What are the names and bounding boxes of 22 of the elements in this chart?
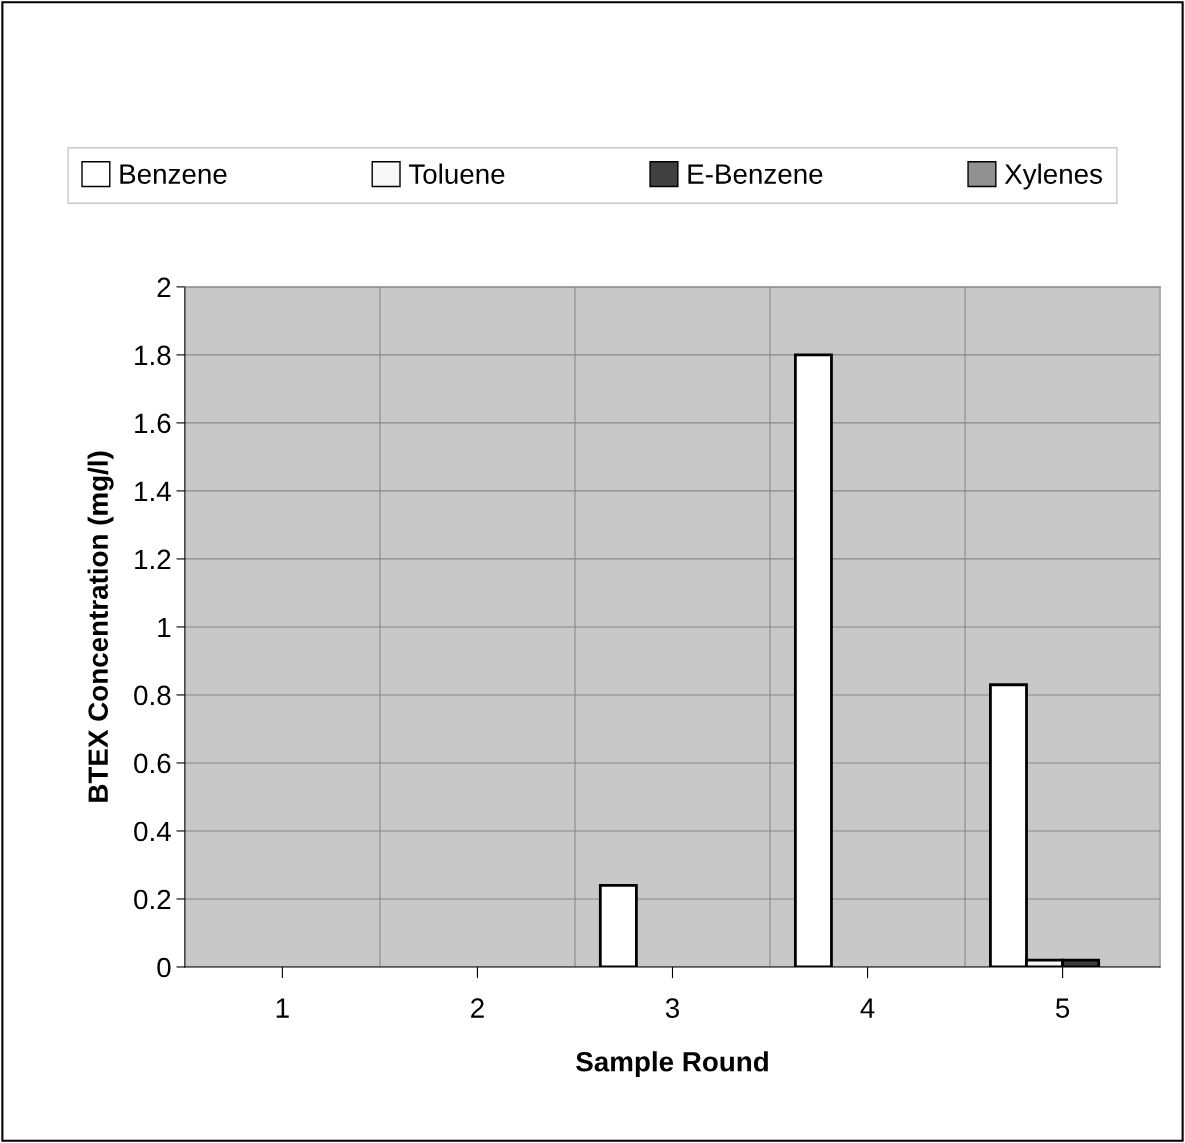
- x-tick-label: 1: [276, 998, 289, 1018]
- y-tick-label: 1.4: [135, 481, 171, 501]
- y-tick-label: 2: [157, 277, 171, 297]
- legend-label: Toluene: [408, 163, 505, 184]
- y-tick-label: 0.2: [134, 889, 171, 910]
- y-tick-label: 1: [158, 617, 171, 637]
- x-tick-label: 5: [1055, 998, 1070, 1018]
- x-tick-label: 4: [860, 998, 875, 1018]
- y-tick-label: 1.8: [135, 345, 171, 366]
- y-tick-label: 1.2: [135, 549, 171, 569]
- y-tick-label: 0.8: [134, 685, 171, 706]
- x-tick-label: 2: [471, 998, 484, 1018]
- legend-label: Benzene: [120, 164, 227, 184]
- y-tick-label: 0.4: [134, 821, 171, 842]
- y-tick-label: 0.6: [134, 753, 171, 774]
- y-tick-label: 0: [157, 957, 171, 978]
- legend-label: Xylenes: [1004, 163, 1102, 190]
- legend-label: E-Benzene: [688, 164, 823, 184]
- x-axis-title: Sample Round: [576, 1051, 768, 1078]
- y-tick-label: 1.6: [135, 413, 171, 434]
- x-tick-label: 3: [665, 998, 679, 1018]
- y-axis-title: BTEX Concentration (mg/l): [87, 451, 114, 802]
